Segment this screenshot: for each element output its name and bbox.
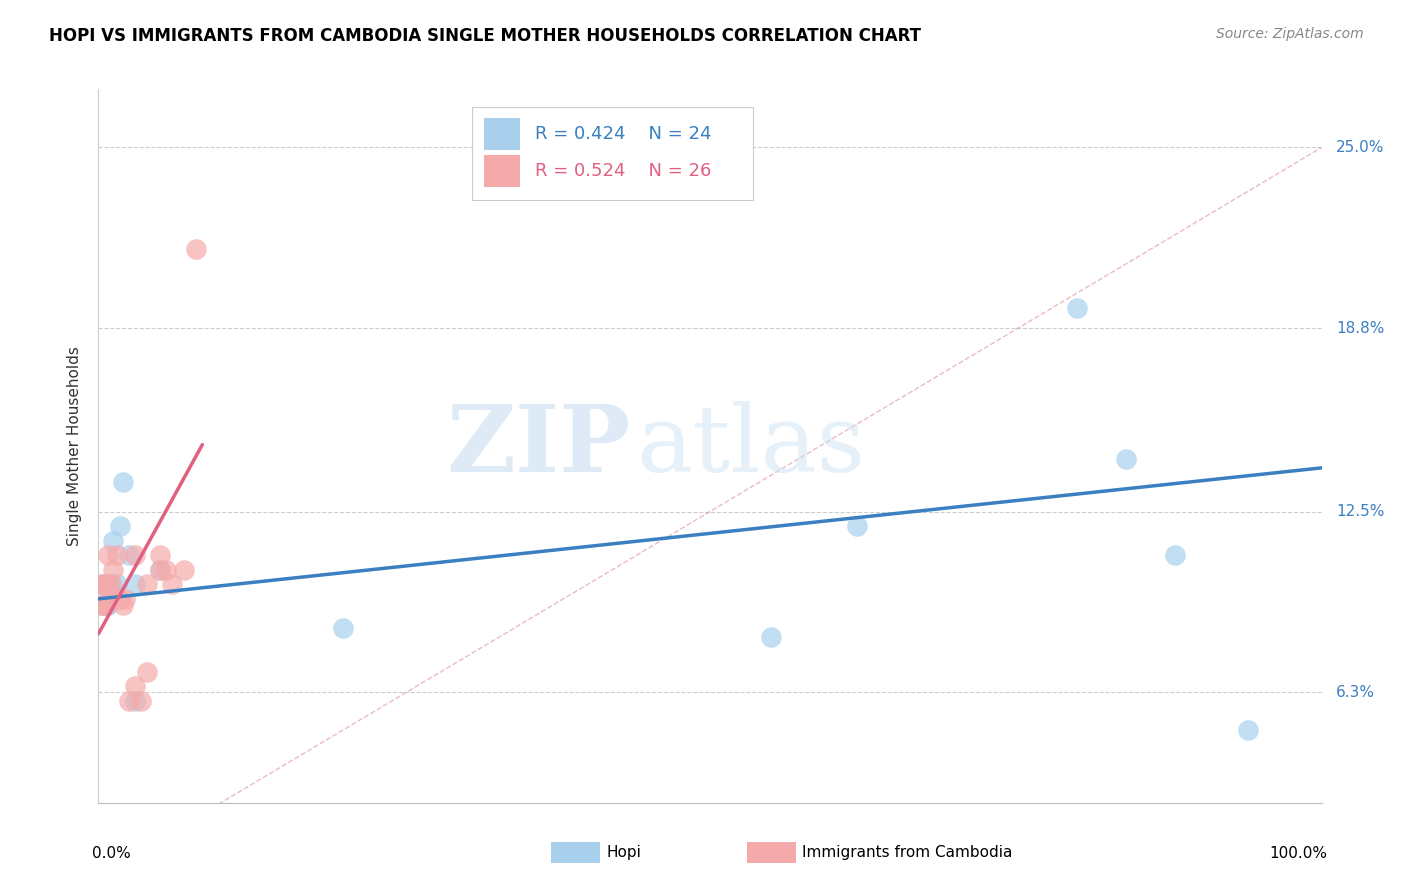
Point [124, 679, 146, 693]
Point [110, 519, 132, 533]
Point [118, 694, 141, 708]
Point [96, 598, 118, 612]
Text: atlas: atlas [637, 401, 866, 491]
FancyBboxPatch shape [484, 155, 520, 187]
Text: HOPI VS IMMIGRANTS FROM CAMBODIA SINGLE MOTHER HOUSEHOLDS CORRELATION CHART: HOPI VS IMMIGRANTS FROM CAMBODIA SINGLE … [49, 27, 921, 45]
Text: 25.0%: 25.0% [1336, 140, 1385, 155]
Point [111, 475, 134, 490]
Point [124, 577, 146, 591]
Point [110, 591, 132, 606]
Point [97, 598, 120, 612]
Point [90, 577, 112, 591]
Point [91, 598, 114, 612]
Point [98, 577, 121, 591]
Point [94, 598, 117, 612]
Point [98, 591, 121, 606]
Point [149, 548, 172, 562]
Point [845, 519, 868, 533]
Point [100, 577, 122, 591]
Point [118, 548, 141, 562]
Text: 6.3%: 6.3% [1336, 685, 1375, 699]
Point [114, 591, 136, 606]
Point [96, 577, 118, 591]
Point [1164, 548, 1187, 562]
FancyBboxPatch shape [471, 107, 752, 200]
Point [100, 577, 122, 591]
Point [332, 621, 354, 635]
Point [97, 548, 120, 562]
Point [186, 243, 208, 257]
Text: 100.0%: 100.0% [1270, 846, 1327, 861]
Point [1066, 301, 1088, 315]
Point [149, 563, 172, 577]
Point [91, 598, 114, 612]
Point [101, 533, 124, 548]
Point [129, 694, 152, 708]
Point [94, 598, 117, 612]
Text: 12.5%: 12.5% [1336, 504, 1385, 519]
Point [124, 694, 146, 708]
Point [105, 577, 128, 591]
Point [91, 577, 114, 591]
Point [90, 598, 112, 612]
Point [149, 563, 172, 577]
Text: R = 0.424    N = 24: R = 0.424 N = 24 [536, 125, 711, 143]
Point [124, 548, 146, 562]
Point [111, 598, 134, 612]
Text: R = 0.524    N = 26: R = 0.524 N = 26 [536, 162, 711, 180]
Point [761, 630, 783, 644]
Point [160, 577, 183, 591]
Point [93, 598, 115, 612]
Text: 18.8%: 18.8% [1336, 320, 1385, 335]
FancyBboxPatch shape [484, 118, 520, 150]
Text: Immigrants from Cambodia: Immigrants from Cambodia [801, 846, 1012, 860]
Point [155, 563, 177, 577]
Text: Source: ZipAtlas.com: Source: ZipAtlas.com [1216, 27, 1364, 41]
FancyBboxPatch shape [747, 842, 796, 863]
Point [105, 548, 128, 562]
Text: Hopi: Hopi [606, 846, 641, 860]
Point [173, 563, 195, 577]
Point [101, 563, 124, 577]
FancyBboxPatch shape [551, 842, 600, 863]
Point [136, 665, 159, 679]
Point [136, 577, 159, 591]
Text: ZIP: ZIP [446, 401, 630, 491]
Point [1115, 452, 1137, 467]
Point [1237, 723, 1260, 737]
Point [91, 598, 114, 612]
Text: 0.0%: 0.0% [93, 846, 131, 861]
Y-axis label: Single Mother Households: Single Mother Households [67, 346, 83, 546]
Point [93, 577, 115, 591]
